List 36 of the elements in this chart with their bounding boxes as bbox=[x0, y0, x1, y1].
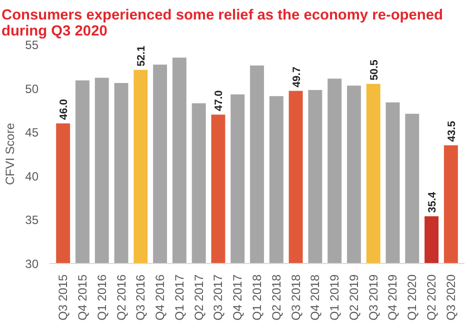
x-tick-label: Q1 2019 bbox=[328, 274, 342, 321]
chart-title: Consumers experienced some relief as the economy re-opened during Q3 2020 bbox=[2, 8, 443, 40]
x-tick-label: Q1 2016 bbox=[94, 274, 109, 321]
x-tick-label: Q4 2018 bbox=[308, 274, 322, 321]
data-label: 43.5 bbox=[446, 120, 458, 142]
data-label: 35.4 bbox=[426, 192, 439, 213]
y-tick-label: 55 bbox=[25, 38, 39, 52]
x-tick-label: Q2 2017 bbox=[192, 274, 206, 321]
x-tick-label: Q2 2018 bbox=[269, 274, 284, 321]
x-tick-label: Q4 2015 bbox=[75, 274, 90, 321]
x-tick-label: Q1 2020 bbox=[405, 274, 420, 321]
x-tick-label: Q2 2016 bbox=[114, 274, 128, 321]
x-tick-label: Q3 2020 bbox=[444, 274, 458, 321]
x-tick-label: Q3 2016 bbox=[134, 274, 148, 321]
data-label: 47.0 bbox=[213, 90, 226, 112]
x-tick-label: Q3 2015 bbox=[56, 274, 70, 321]
x-tick-label: Q2 2020 bbox=[424, 274, 439, 321]
x-tick-label: Q1 2017 bbox=[172, 274, 186, 321]
x-tick-label: Q4 2019 bbox=[386, 274, 400, 321]
y-axis-title: CFVI Score bbox=[3, 122, 18, 186]
y-tick-label: 45 bbox=[25, 126, 39, 140]
y-tick-label: 50 bbox=[25, 82, 39, 96]
x-tick-label: Q2 2019 bbox=[346, 274, 361, 321]
y-tick-label: 40 bbox=[25, 169, 39, 184]
x-tick-label: Q4 2017 bbox=[230, 274, 245, 321]
x-tick-label: Q4 2016 bbox=[153, 274, 168, 321]
x-tick-label: Q1 2018 bbox=[250, 274, 264, 321]
data-label: 49.7 bbox=[290, 66, 303, 88]
y-tick-label: 35 bbox=[25, 213, 39, 228]
x-tick-label: Q3 2018 bbox=[288, 274, 303, 321]
data-label: 52.1 bbox=[136, 46, 148, 66]
x-tick-label: Q3 2019 bbox=[366, 274, 380, 321]
y-tick-label: 30 bbox=[25, 257, 39, 271]
data-label: 50.5 bbox=[368, 60, 380, 80]
x-tick-label: Q3 2017 bbox=[211, 274, 226, 321]
data-label: 46.0 bbox=[58, 99, 70, 120]
